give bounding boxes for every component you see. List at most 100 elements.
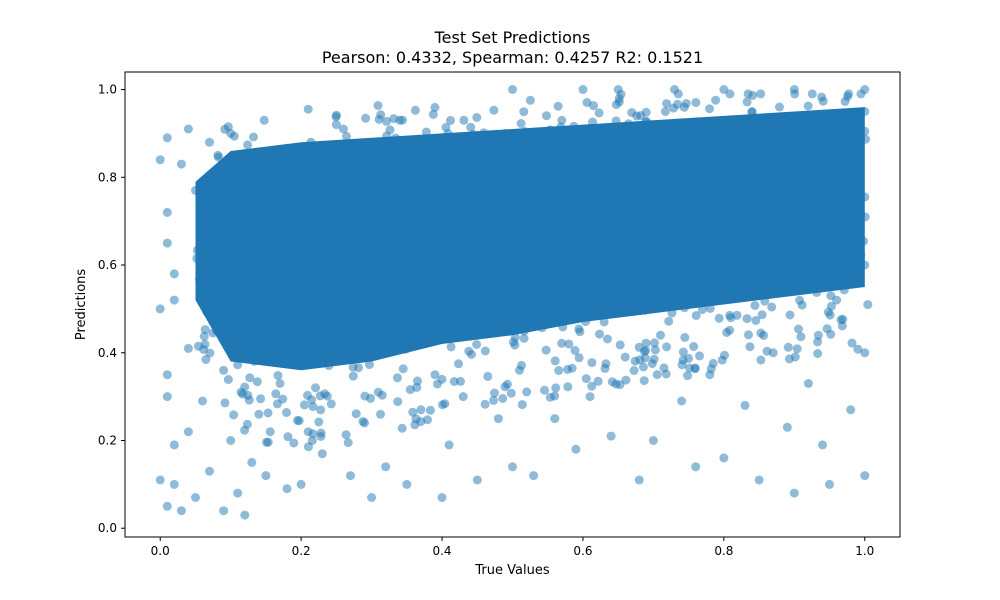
fringe-point	[382, 116, 392, 126]
fringe-point	[314, 417, 324, 427]
fringe-point	[801, 141, 811, 151]
fringe-point	[570, 346, 580, 355]
fringe-point	[616, 253, 626, 263]
scatter-point	[705, 370, 715, 380]
y-axis-label: Predictions	[74, 269, 89, 341]
scatter-point	[360, 418, 369, 428]
fringe-point	[237, 338, 247, 348]
fringe-point	[589, 131, 598, 141]
fringe-point	[588, 292, 598, 302]
scatter-point	[303, 427, 313, 437]
fringe-point	[861, 134, 871, 144]
fringe-point	[574, 353, 584, 363]
fringe-point	[474, 169, 484, 179]
fringe-point	[355, 297, 364, 307]
x-tick-label: 1.0	[855, 544, 874, 558]
fringe-point	[591, 241, 601, 251]
fringe-point	[287, 259, 297, 269]
scatter-point	[226, 128, 236, 138]
fringe-point	[777, 123, 787, 133]
fringe-point	[439, 317, 449, 327]
fringe-point	[775, 102, 784, 112]
fringe-point	[808, 132, 818, 141]
fringe-point	[377, 390, 387, 400]
fringe-point	[446, 342, 456, 352]
scatter-point	[162, 238, 172, 248]
fringe-point	[826, 301, 836, 311]
fringe-point	[621, 375, 631, 385]
fringe-point	[428, 109, 438, 119]
fringe-point	[348, 371, 358, 381]
fringe-point	[582, 308, 592, 317]
fringe-point	[787, 251, 797, 261]
fringe-point	[729, 275, 739, 285]
fringe-point	[212, 218, 222, 228]
fringe-point	[510, 340, 520, 350]
fringe-point	[223, 375, 233, 384]
fringe-point	[316, 405, 326, 415]
scatter-point	[550, 414, 560, 424]
fringe-point	[662, 183, 672, 193]
scatter-point	[183, 124, 193, 134]
fringe-point	[813, 349, 823, 358]
fringe-point	[551, 269, 561, 279]
fringe-point	[546, 241, 556, 251]
fringe-point	[844, 180, 854, 190]
scatter-point	[191, 185, 200, 195]
fringe-point	[682, 134, 691, 144]
fringe-point	[660, 107, 670, 116]
fringe-point	[361, 190, 371, 200]
scatter-point	[395, 115, 405, 125]
fringe-point	[726, 140, 735, 150]
fringe-point	[662, 342, 672, 352]
fringe-point	[691, 311, 701, 320]
scatter-point	[367, 493, 377, 502]
fringe-point	[210, 255, 220, 265]
fringe-point	[695, 351, 704, 361]
scatter-point	[571, 444, 581, 454]
fringe-point	[662, 99, 672, 109]
fringe-point	[664, 316, 674, 326]
fringe-point	[307, 395, 317, 405]
fringe-point	[271, 389, 281, 399]
fringe-point	[344, 151, 354, 161]
fringe-point	[677, 360, 687, 370]
fringe-point	[479, 128, 489, 138]
fringe-point	[287, 336, 297, 345]
fringe-point	[636, 111, 646, 120]
scatter-point	[508, 462, 517, 472]
fringe-point	[245, 373, 255, 383]
fringe-point	[379, 222, 388, 232]
scatter-point	[451, 137, 461, 147]
fringe-point	[242, 275, 252, 285]
fringe-point	[717, 262, 727, 272]
scatter-point	[606, 431, 616, 441]
scatter-point	[493, 414, 503, 424]
fringe-point	[466, 122, 476, 132]
fringe-point	[558, 322, 568, 332]
fringe-point	[205, 348, 215, 358]
fringe-point	[683, 371, 693, 381]
fringe-point	[809, 113, 819, 123]
fringe-point	[332, 260, 342, 270]
fringe-point	[348, 166, 358, 176]
fringe-point	[452, 275, 462, 285]
fringe-point	[276, 216, 286, 226]
fringe-point	[249, 132, 258, 142]
fringe-point	[342, 321, 352, 331]
fringe-point	[744, 330, 753, 340]
fringe-point	[227, 208, 236, 218]
scatter-point	[282, 484, 292, 494]
scatter-point	[846, 405, 856, 415]
fringe-point	[383, 169, 392, 179]
fringe-point	[506, 388, 516, 398]
fringe-point	[742, 262, 752, 272]
fringe-point	[721, 241, 731, 250]
fringe-point	[554, 366, 564, 375]
fringe-point	[354, 363, 363, 373]
fringe-point	[626, 140, 636, 150]
scatter-point	[437, 493, 447, 502]
fringe-point	[609, 160, 619, 170]
fringe-point	[817, 92, 827, 102]
fringe-point	[680, 221, 690, 231]
